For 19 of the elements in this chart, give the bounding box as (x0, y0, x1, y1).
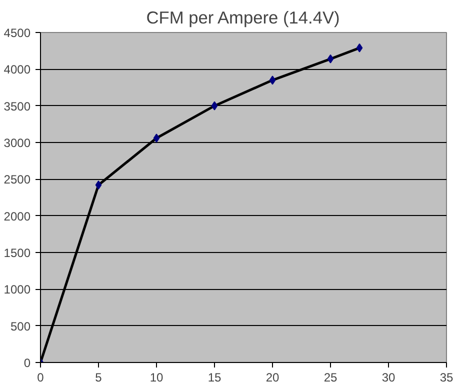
y-tick-label: 2000 (4, 209, 31, 224)
y-tick-label: 0 (24, 356, 31, 370)
y-tick-label: 2500 (4, 172, 31, 187)
x-tick-label: 10 (150, 370, 164, 384)
x-tick-label: 15 (208, 370, 222, 384)
x-tick-label: 25 (324, 370, 338, 384)
chart-title: CFM per Ampere (14.4V) (146, 8, 340, 28)
y-tick-label: 1500 (4, 246, 31, 260)
y-tick-label: 4000 (4, 62, 31, 77)
x-tick-label: 20 (266, 370, 280, 384)
x-tick-label: 0 (37, 370, 44, 384)
y-tick-label: 1000 (4, 282, 31, 297)
y-tick-label: 3000 (4, 136, 31, 150)
y-tick-label: 3500 (4, 99, 31, 114)
y-tick-label: 500 (10, 319, 31, 334)
y-tick-label: 4500 (4, 26, 31, 40)
x-tick-label: 5 (95, 370, 102, 384)
x-tick-label: 30 (382, 370, 396, 384)
x-tick-label: 35 (440, 370, 454, 384)
